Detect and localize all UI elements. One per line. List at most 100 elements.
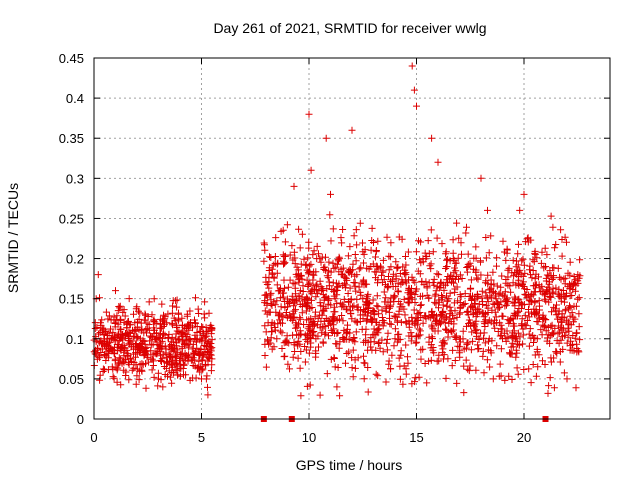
data-point bbox=[324, 300, 332, 308]
data-point bbox=[525, 330, 533, 338]
data-point bbox=[208, 355, 216, 363]
data-point bbox=[96, 329, 104, 336]
data-point bbox=[548, 308, 555, 316]
data-point bbox=[264, 337, 272, 345]
data-point bbox=[349, 346, 357, 354]
data-point bbox=[370, 311, 378, 319]
data-point bbox=[95, 352, 103, 360]
x-tick-label: 15 bbox=[409, 430, 423, 445]
data-point bbox=[565, 327, 573, 335]
data-point bbox=[205, 339, 213, 347]
data-point bbox=[96, 354, 104, 362]
data-point bbox=[331, 295, 339, 303]
data-point bbox=[529, 267, 537, 274]
data-point bbox=[373, 302, 381, 310]
data-point bbox=[101, 327, 109, 335]
data-point bbox=[99, 368, 107, 375]
data-point bbox=[117, 381, 125, 389]
data-point bbox=[272, 234, 280, 242]
data-point bbox=[364, 338, 372, 346]
data-point bbox=[563, 316, 571, 324]
data-point bbox=[430, 281, 438, 289]
data-point bbox=[446, 310, 454, 318]
data-point bbox=[334, 364, 342, 371]
data-point bbox=[173, 359, 180, 367]
data-point bbox=[411, 318, 419, 326]
data-point bbox=[513, 349, 521, 357]
data-point bbox=[561, 293, 569, 301]
y-tick-label: 0.15 bbox=[59, 292, 84, 307]
data-point bbox=[132, 349, 140, 357]
data-point bbox=[265, 264, 273, 272]
data-point bbox=[500, 292, 508, 300]
data-point bbox=[372, 370, 380, 378]
data-point bbox=[310, 247, 318, 255]
data-point bbox=[444, 333, 452, 341]
axis-ticks bbox=[93, 57, 610, 420]
data-point bbox=[444, 273, 452, 280]
data-point bbox=[460, 389, 468, 397]
data-point bbox=[164, 310, 172, 318]
data-point bbox=[273, 281, 281, 289]
data-point bbox=[265, 284, 273, 292]
data-point bbox=[505, 264, 513, 272]
data-point bbox=[416, 256, 424, 264]
data-point bbox=[475, 336, 483, 343]
data-point bbox=[289, 353, 297, 361]
data-point bbox=[185, 353, 193, 361]
data-point bbox=[324, 274, 332, 282]
data-point bbox=[263, 301, 271, 309]
data-point bbox=[469, 337, 477, 345]
data-point bbox=[137, 345, 144, 353]
data-point bbox=[154, 369, 162, 377]
data-point bbox=[388, 351, 396, 359]
data-point bbox=[575, 323, 583, 331]
data-point bbox=[339, 317, 347, 325]
data-point bbox=[267, 254, 275, 261]
data-point bbox=[519, 278, 527, 286]
data-point bbox=[162, 364, 170, 372]
data-point bbox=[150, 357, 157, 365]
data-point bbox=[505, 372, 513, 380]
data-point bbox=[566, 312, 574, 320]
data-point bbox=[101, 341, 108, 349]
data-point bbox=[364, 388, 372, 396]
data-point bbox=[353, 295, 361, 303]
data-point bbox=[426, 262, 434, 270]
data-point bbox=[95, 330, 102, 338]
data-point bbox=[186, 307, 194, 315]
data-point bbox=[302, 346, 310, 354]
data-point bbox=[473, 274, 481, 282]
data-point bbox=[161, 371, 169, 378]
data-point bbox=[566, 303, 574, 311]
data-point bbox=[382, 378, 390, 386]
data-point bbox=[335, 253, 343, 261]
data-point bbox=[467, 346, 475, 354]
data-point bbox=[566, 346, 574, 354]
chart-title: Day 261 of 2021, SRMTID for receiver wwl… bbox=[213, 20, 486, 36]
data-point bbox=[305, 238, 313, 246]
data-point bbox=[196, 352, 204, 359]
data-point bbox=[341, 274, 349, 282]
data-point bbox=[158, 300, 166, 308]
data-point bbox=[201, 348, 209, 356]
data-point bbox=[511, 293, 519, 301]
data-point bbox=[561, 298, 568, 306]
data-point bbox=[519, 255, 527, 263]
data-point bbox=[556, 358, 564, 366]
data-point bbox=[472, 268, 480, 276]
data-point bbox=[314, 315, 322, 323]
data-point bbox=[432, 300, 440, 308]
data-point bbox=[446, 289, 454, 297]
data-point bbox=[112, 364, 120, 372]
data-point bbox=[297, 271, 305, 279]
data-point bbox=[203, 328, 211, 336]
data-point bbox=[368, 237, 376, 244]
data-point bbox=[465, 367, 473, 375]
data-point bbox=[372, 253, 379, 261]
data-point bbox=[457, 239, 465, 247]
data-point bbox=[141, 316, 149, 324]
data-point bbox=[452, 334, 460, 341]
data-point bbox=[379, 256, 387, 264]
data-point bbox=[472, 254, 480, 262]
